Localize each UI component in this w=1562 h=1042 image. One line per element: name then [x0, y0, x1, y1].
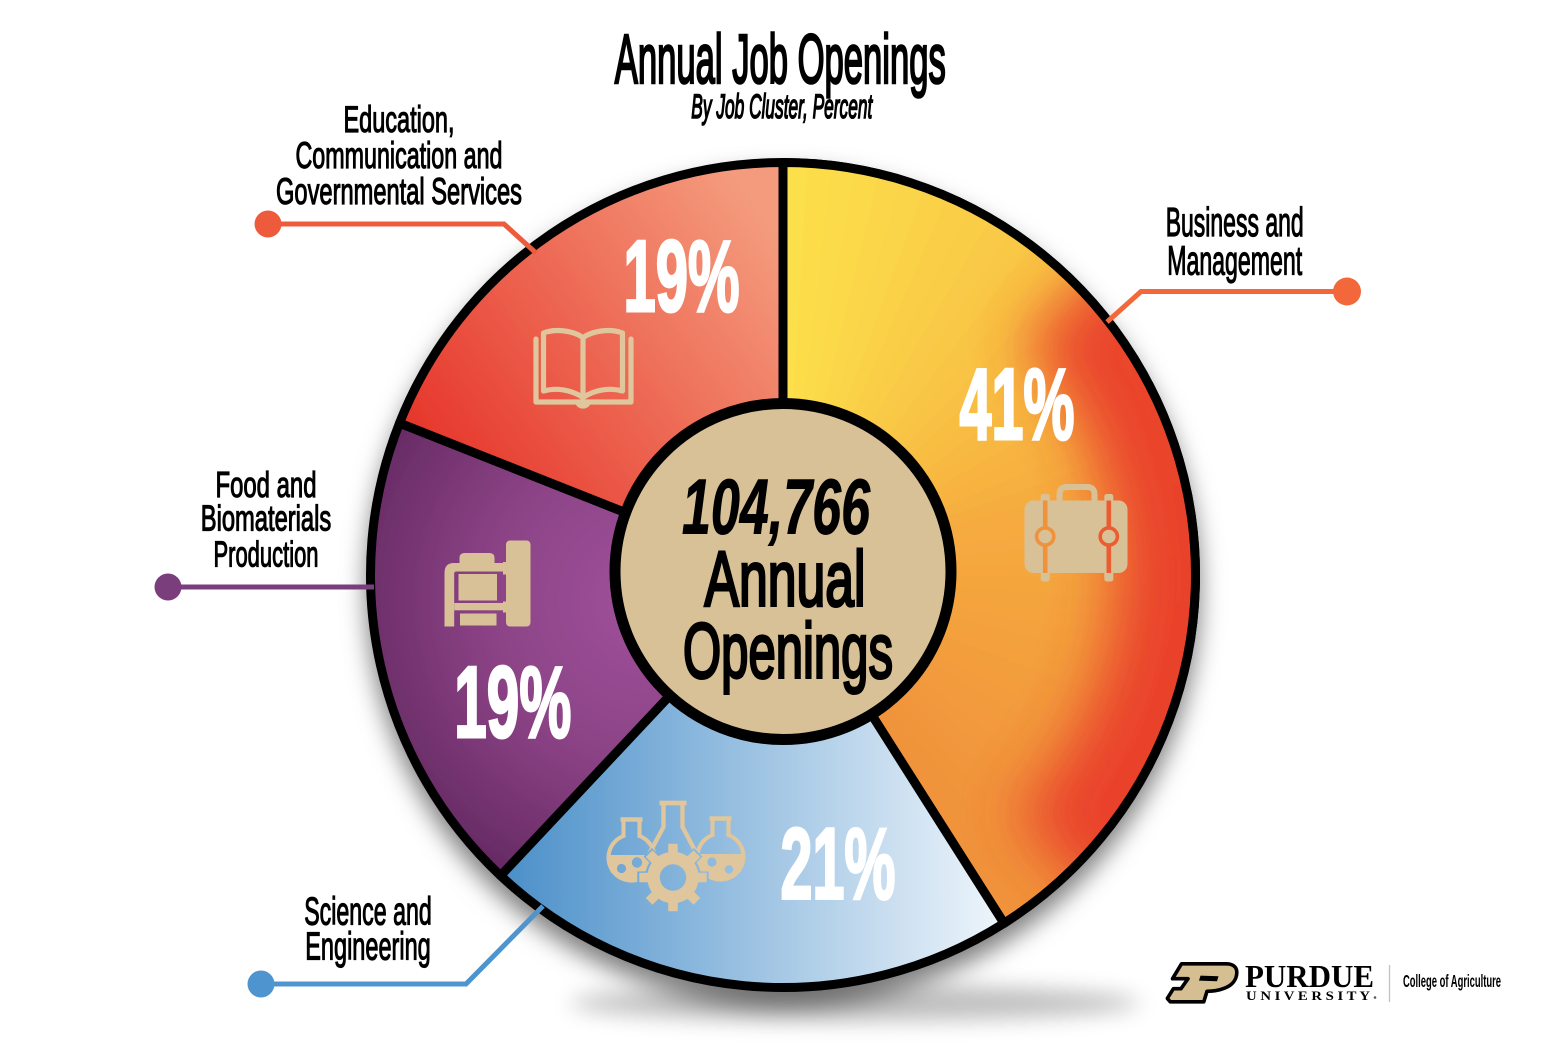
svg-text:19%: 19% [624, 221, 740, 333]
svg-text:Science and: Science and [304, 890, 432, 933]
svg-text:Management: Management [1167, 237, 1302, 283]
svg-text:21%: 21% [781, 809, 896, 921]
svg-text:Annual: Annual [705, 535, 866, 623]
svg-text:104,766: 104,766 [682, 463, 870, 551]
svg-text:By Job Cluster, Percent: By Job Cluster, Percent [691, 88, 873, 126]
svg-text:Annual Job Openings: Annual Job Openings [615, 20, 946, 98]
svg-text:Business and: Business and [1166, 199, 1304, 245]
svg-text:41%: 41% [960, 349, 1075, 461]
svg-text:Engineering: Engineering [305, 926, 431, 969]
svg-text:19%: 19% [454, 647, 571, 759]
svg-text:Biomaterials: Biomaterials [201, 498, 332, 539]
svg-text:PURDUE: PURDUE [1245, 959, 1374, 994]
svg-text:College of Agriculture: College of Agriculture [1403, 971, 1501, 991]
svg-text:Openings: Openings [683, 607, 893, 695]
svg-text:U N I V E R S I T Y: U N I V E R S I T Y [1246, 988, 1371, 1003]
svg-text:Communication and: Communication and [296, 135, 503, 176]
svg-text:Governmental Services: Governmental Services [276, 171, 522, 212]
svg-text:Food and: Food and [216, 464, 317, 505]
svg-text:Production: Production [214, 534, 319, 575]
svg-text:Education,: Education, [344, 99, 455, 140]
